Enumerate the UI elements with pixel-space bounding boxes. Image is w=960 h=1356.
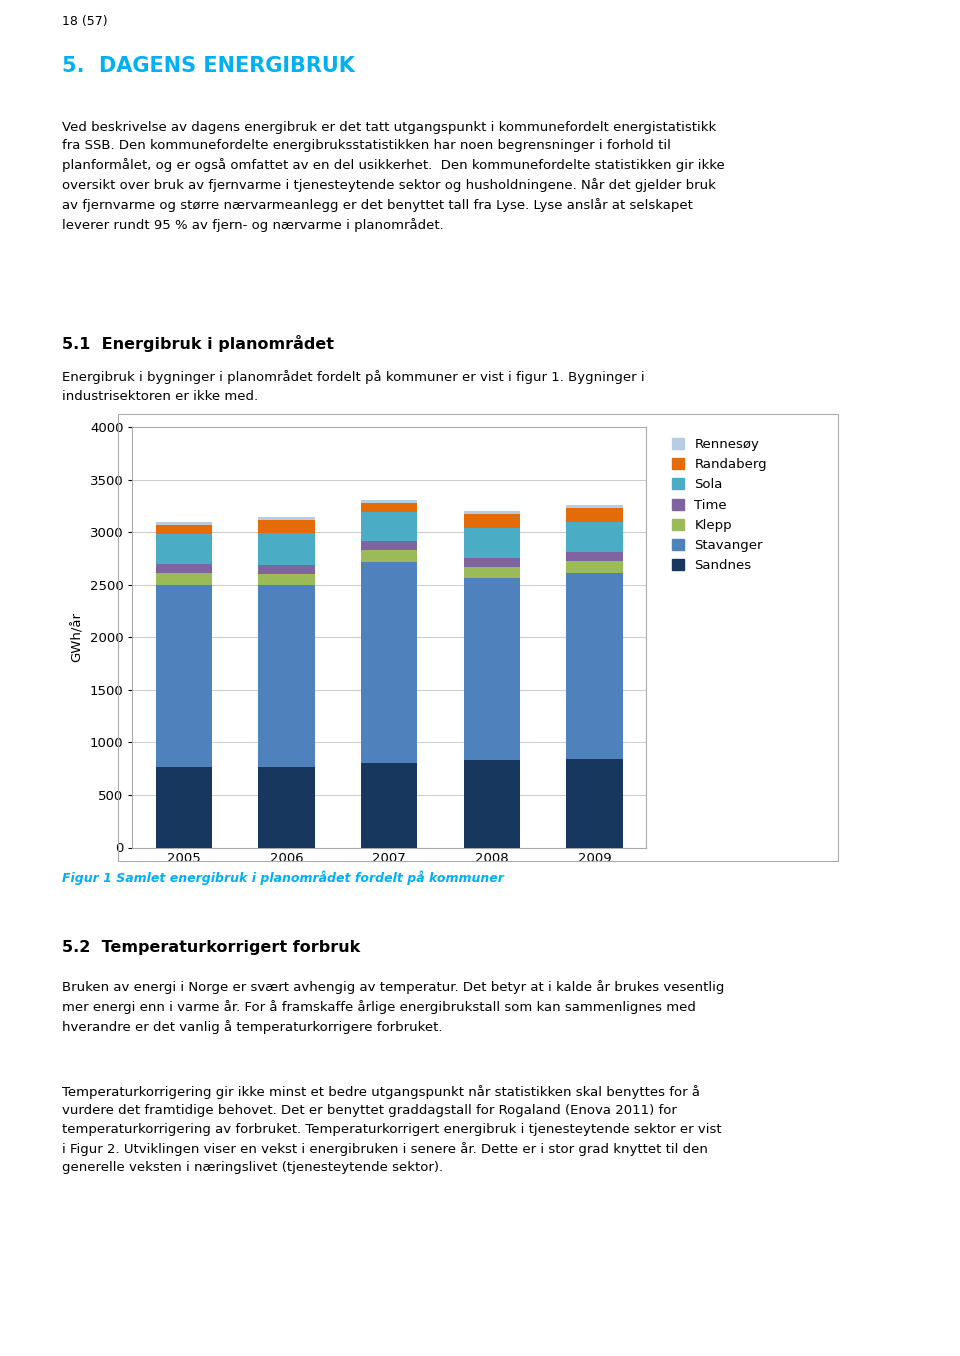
Y-axis label: GWh/år: GWh/år [71,613,84,662]
Bar [156,584,212,766]
Bar [361,500,418,503]
Bar [156,766,212,848]
Bar [566,508,623,522]
Text: 5.2  Temperaturkorrigert forbruk: 5.2 Temperaturkorrigert forbruk [62,940,361,955]
Bar [258,565,315,574]
Bar [566,560,623,572]
Bar [156,564,212,574]
Bar [156,525,212,534]
Bar [258,517,315,519]
Bar [464,527,520,557]
Bar [361,763,418,848]
Text: 5.  DAGENS ENERGIBRUK: 5. DAGENS ENERGIBRUK [62,56,355,76]
Bar [361,503,418,513]
Legend: Rennesøy, Randaberg, Sola, Time, Klepp, Stavanger, Sandnes: Rennesøy, Randaberg, Sola, Time, Klepp, … [668,434,771,576]
Bar [566,552,623,560]
Text: Temperaturkorrigering gir ikke minst et bedre utgangspunkt når statistikken skal: Temperaturkorrigering gir ikke minst et … [62,1085,722,1174]
Bar [566,522,623,552]
Bar [156,574,212,584]
Bar [464,511,520,514]
Bar [464,567,520,579]
Bar [464,557,520,567]
Bar [361,541,418,549]
Text: Figur 1 Samlet energibruk i planområdet fordelt på kommuner: Figur 1 Samlet energibruk i planområdet … [62,871,504,885]
Text: Bruken av energi i Norge er svært avhengig av temperatur. Det betyr at i kalde å: Bruken av energi i Norge er svært avheng… [62,980,725,1035]
Bar [566,759,623,848]
Bar [258,767,315,848]
Bar [464,514,520,527]
Text: Energibruk i bygninger i planområdet fordelt på kommuner er vist i figur 1. Bygn: Energibruk i bygninger i planområdet for… [62,370,645,403]
Bar [258,533,315,565]
Bar [566,506,623,508]
Bar [156,534,212,564]
Bar [258,574,315,586]
Text: Ved beskrivelse av dagens energibruk er det tatt utgangspunkt i kommunefordelt e: Ved beskrivelse av dagens energibruk er … [62,121,725,232]
Bar [361,561,418,763]
Bar [156,522,212,525]
Text: 5.1  Energibruk i planområdet: 5.1 Energibruk i planområdet [62,335,334,353]
Bar [258,519,315,533]
Bar [258,586,315,767]
Bar [566,572,623,759]
Text: 18 (57): 18 (57) [62,15,108,28]
Bar [361,513,418,541]
Bar [464,761,520,848]
Bar [464,579,520,761]
Bar [361,549,418,561]
